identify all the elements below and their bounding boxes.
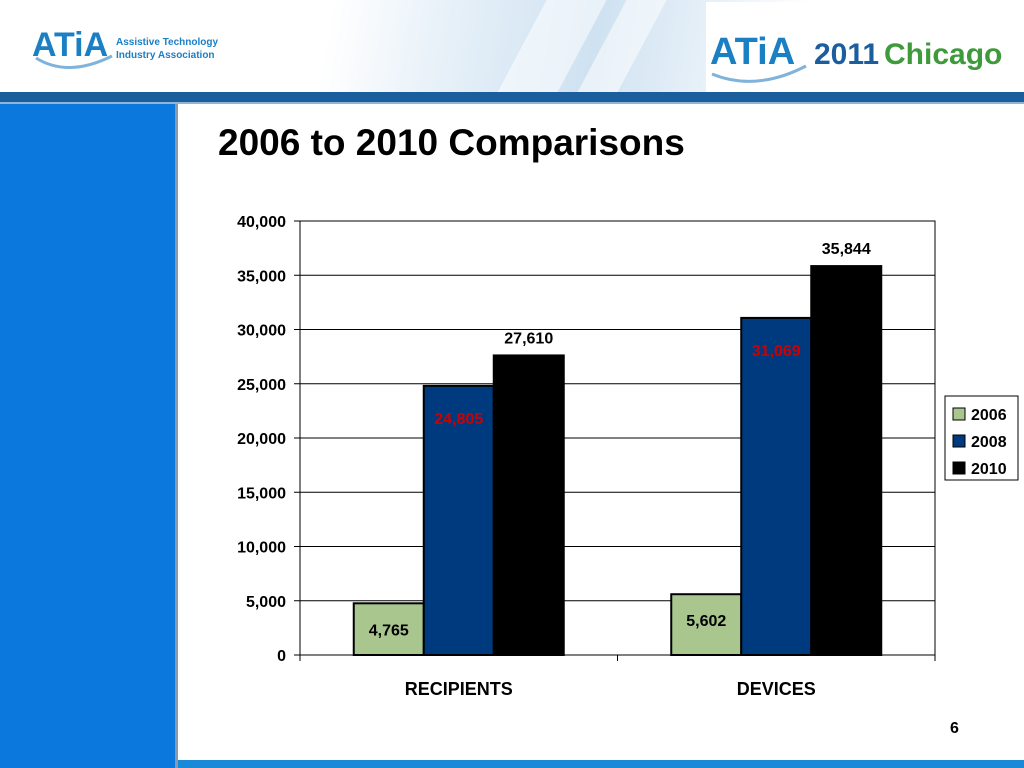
- x-category-label: RECIPIENTS: [405, 679, 513, 699]
- atia-2011-logo: ATiA 2011 Chicago: [706, 2, 1012, 92]
- legend-swatch: [952, 407, 966, 421]
- bar-2006-devices: [670, 593, 743, 656]
- logo-city: Chicago: [884, 38, 1002, 71]
- logo-swoosh: [711, 64, 807, 83]
- y-tick-label: 0: [277, 648, 286, 665]
- logo-year: 2011: [814, 38, 879, 71]
- data-label: 31,069: [752, 343, 801, 360]
- y-tick-label: 35,000: [237, 268, 286, 285]
- data-label: 5,602: [686, 613, 726, 630]
- y-tick-label: 25,000: [237, 377, 286, 394]
- y-tick-label: 10,000: [237, 540, 286, 557]
- bar-2010-recipients: [492, 354, 565, 657]
- y-tick-label: 15,000: [237, 485, 286, 502]
- legend-label: 2006: [971, 407, 1007, 424]
- logo-brand: ATiA: [32, 26, 108, 64]
- bar-2006-recipients: [352, 602, 425, 656]
- footer-rule: [178, 760, 1024, 768]
- logo-line-1: Assistive Technology: [116, 37, 219, 48]
- logo-brand: ATiA: [710, 31, 795, 73]
- y-tick-label: 40,000: [237, 214, 286, 231]
- header-rule: [0, 92, 1024, 102]
- logo-line-2: Industry Association: [116, 50, 215, 61]
- y-tick-label: 20,000: [237, 431, 286, 448]
- header-rule-thin: [0, 102, 1024, 104]
- data-label: 27,610: [504, 330, 553, 347]
- atia-logo-left: ATiA Assistive Technology Industry Assoc…: [32, 26, 219, 69]
- data-label: 24,805: [434, 411, 483, 428]
- legend-swatch: [952, 461, 966, 475]
- data-label: 4,765: [369, 622, 409, 639]
- page-number: 6: [950, 720, 959, 737]
- legend-label: 2008: [971, 434, 1007, 451]
- y-tick-label: 30,000: [237, 323, 286, 340]
- logo-swoosh: [35, 54, 113, 69]
- bar-2008-recipients: [422, 384, 495, 656]
- slide-title: 2006 to 2010 Comparisons: [218, 122, 685, 163]
- x-category-label: DEVICES: [737, 679, 816, 699]
- slide-header: ATiA Assistive Technology Industry Assoc…: [0, 0, 1024, 92]
- bar-chart: 0 5,000 10,000 15,000 20,000 25,000 30,000 35,0…: [200, 200, 1024, 720]
- sidebar-panel: [0, 104, 178, 768]
- bar-2008-devices: [740, 316, 813, 657]
- legend-swatch: [952, 434, 966, 448]
- data-label: 35,844: [822, 241, 871, 258]
- bar-2010-devices: [810, 265, 883, 657]
- legend-label: 2010: [971, 461, 1007, 478]
- y-tick-label: 5,000: [246, 594, 286, 611]
- chart-canvas: 0 5,000 10,000 15,000 20,000 25,000 30,000 35,0…: [237, 214, 1019, 699]
